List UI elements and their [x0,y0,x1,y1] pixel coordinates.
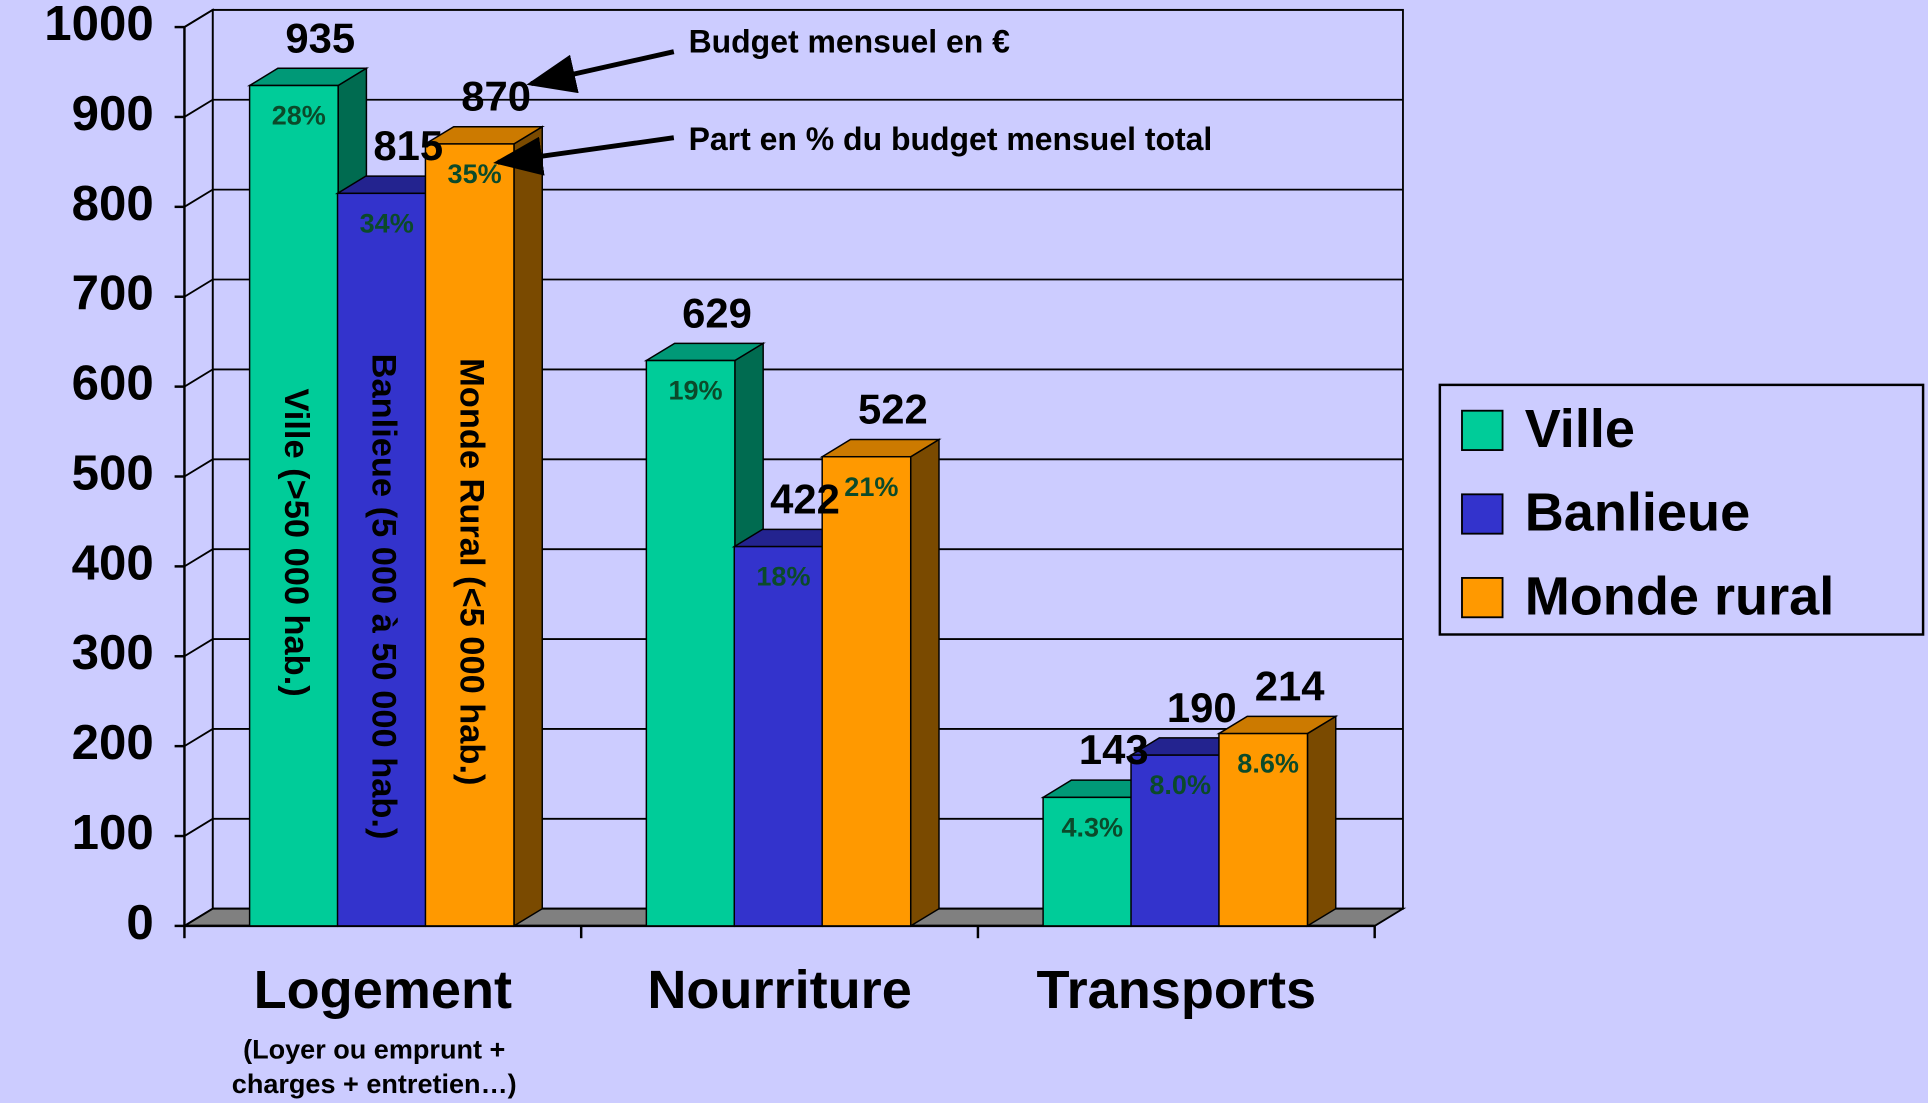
grid-line [183,98,214,118]
legend-label: Banlieue [1525,483,1750,543]
bar-inner-label: Ville (>50 000 hab.) [277,388,315,696]
bar-side [909,438,940,928]
annotation: Budget mensuel en € [689,24,1011,60]
x-tick-label: Transports [1037,960,1317,1020]
y-tick-label: 600 [72,356,154,411]
legend-swatch [1461,577,1504,619]
bar [733,545,824,927]
legend-swatch [1461,493,1504,535]
plot-area [174,8,1407,939]
grid-line [183,728,214,747]
bar [424,143,515,927]
bar-side [513,125,543,928]
y-tick-label: 1000 [44,0,153,51]
bar [1218,732,1309,927]
bar-inner-label: Banlieue (5 000 à 50 000 hab.) [365,354,403,840]
y-tick-label: 400 [72,535,154,590]
y-tick-label: 200 [72,715,154,770]
bar [1042,796,1133,927]
share-label: 4.3% [1061,812,1123,842]
share-label: 8.0% [1149,770,1211,800]
grid-line [183,368,214,388]
y-tick-label: 900 [72,86,154,141]
x-tick-label: Logement [254,960,512,1020]
value-label: 522 [858,386,928,433]
bar [248,84,339,927]
y-tick-label: 700 [72,266,154,321]
bar [645,359,736,927]
legend-swatch [1461,409,1504,451]
y-tick-label: 0 [126,895,153,950]
bar [1130,754,1221,927]
annotation-arrow [493,135,675,176]
legend-label: Ville [1525,399,1635,459]
grid-line [183,458,214,478]
y-tick-label: 800 [72,176,154,231]
value-label: 935 [285,14,355,61]
annotation-arrow [526,49,675,94]
y-tick-label: 100 [72,805,154,860]
value-label: 214 [1255,662,1325,709]
value-label: 629 [682,289,752,336]
category-note: (Loyer ou emprunt + [243,1034,505,1064]
x-tick-label: Nourriture [647,960,911,1020]
share-label: 18% [756,562,810,592]
annotation: Part en % du budget mensuel total [689,121,1213,157]
share-label: 35% [448,159,502,189]
value-label: 190 [1167,684,1237,731]
grid-line [183,278,214,298]
grid-line [183,548,214,568]
value-label: 870 [461,73,531,120]
bar [821,455,912,927]
y-tick-label: 500 [72,445,154,500]
share-label: 21% [844,472,898,502]
share-label: 34% [360,208,414,238]
bar-side [1306,715,1337,928]
value-label: 143 [1079,726,1149,773]
share-label: 8.6% [1237,749,1299,779]
share-label: 28% [272,101,326,131]
category-note: charges + entretien…) [232,1069,517,1099]
share-label: 19% [668,376,722,406]
grid-line [183,9,214,28]
legend [1438,383,1925,636]
value-label: 815 [373,122,443,169]
grid-line [183,638,214,658]
bar-inner-label: Monde Rural (<5 000 hab.) [453,358,491,785]
legend-label: Monde rural [1525,566,1835,626]
y-tick-label: 300 [72,625,154,680]
value-label: 422 [770,475,840,522]
grid-line [183,818,214,837]
grid-line [183,188,214,208]
